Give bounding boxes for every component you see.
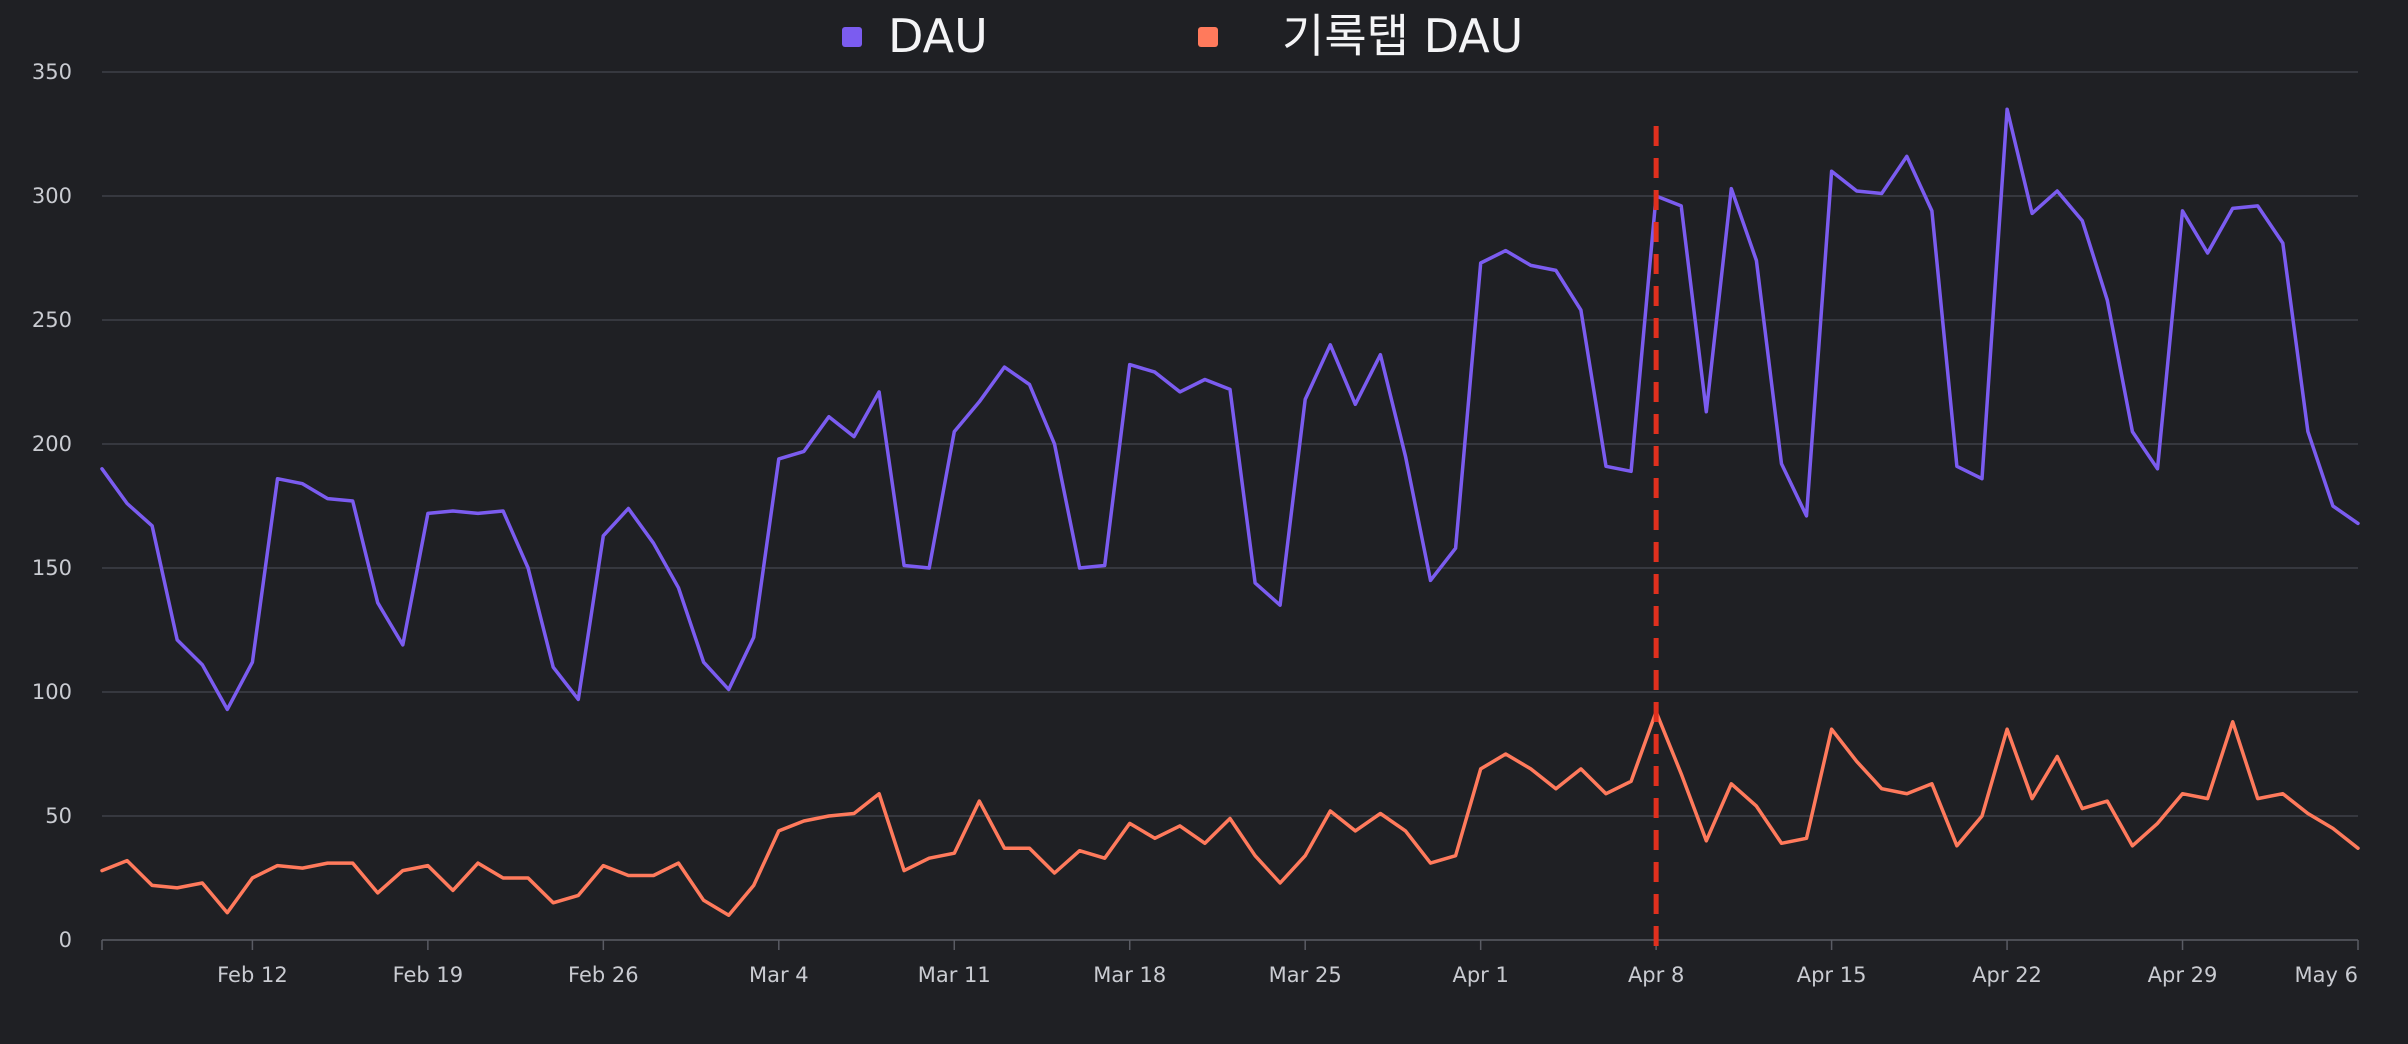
x-tick-label: Apr 8 <box>1628 963 1684 987</box>
grid-lines <box>102 71 2358 941</box>
x-tick-label: May 6 <box>2295 963 2358 987</box>
legend-swatch <box>842 27 862 47</box>
x-tick-label: Feb 26 <box>568 963 639 987</box>
y-tick-label: 0 <box>59 928 72 952</box>
y-tick-label: 200 <box>32 432 72 456</box>
x-tick-label: Mar 18 <box>1093 963 1166 987</box>
y-axis-labels: 0 50 100 150 200 250 300 350 <box>32 60 72 952</box>
series-line <box>100 710 2360 917</box>
legend-swatch <box>1198 27 1218 47</box>
x-tick-label: Mar 4 <box>749 963 809 987</box>
x-tick-label: Feb 12 <box>217 963 288 987</box>
x-tick-label: Feb 19 <box>393 963 464 987</box>
y-tick-label: 250 <box>32 308 72 332</box>
series-layer <box>100 107 2360 917</box>
y-tick-label: 100 <box>32 680 72 704</box>
x-tick-label: Mar 25 <box>1269 963 1342 987</box>
legend: DAU 기록탭 DAU <box>842 9 1523 63</box>
x-axis: Feb 12 Feb 19 Feb 26 Mar 4 Mar 11 Mar 18 Mar 2… <box>101 940 2359 987</box>
x-tick-label: Apr 15 <box>1797 963 1867 987</box>
x-tick-label: Apr 29 <box>2148 963 2218 987</box>
legend-label: DAU <box>888 9 988 63</box>
x-tick-label: Mar 11 <box>918 963 991 987</box>
legend-label: 기록탭 DAU <box>1282 9 1523 63</box>
y-tick-label: 350 <box>32 60 72 84</box>
x-tick-label: Apr 1 <box>1452 963 1508 987</box>
series-line <box>100 107 2360 712</box>
x-tick-label: Apr 22 <box>1972 963 2042 987</box>
y-tick-label: 150 <box>32 556 72 580</box>
y-tick-label: 300 <box>32 184 72 208</box>
y-tick-label: 50 <box>45 804 72 828</box>
